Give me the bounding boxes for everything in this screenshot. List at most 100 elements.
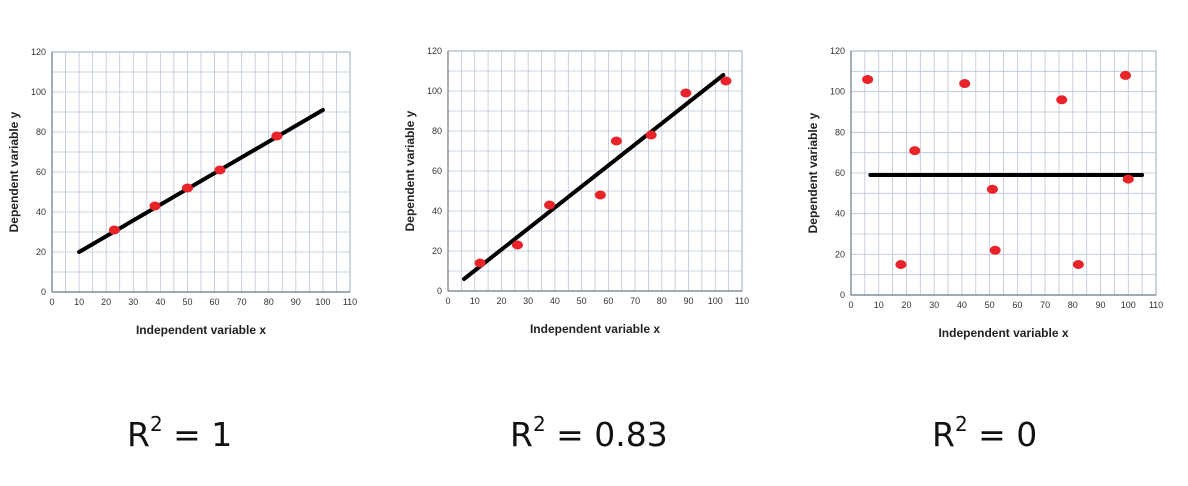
x-tick-label: 20 — [101, 297, 111, 307]
y-tick-label: 20 — [432, 246, 442, 256]
y-tick-label: 120 — [830, 46, 845, 56]
y-axis-label: Dependent variable y — [806, 112, 820, 233]
x-tick-label: 40 — [550, 296, 560, 306]
x-tick-label: 30 — [128, 297, 138, 307]
grid — [52, 52, 350, 292]
y-tick-label: 0 — [41, 287, 46, 297]
r2-symbol: R — [932, 415, 955, 454]
x-tick-label: 90 — [291, 297, 301, 307]
y-tick-label: 60 — [835, 168, 845, 178]
y-tick-label: 60 — [432, 166, 442, 176]
x-tick-label: 20 — [496, 296, 506, 306]
r2-value: = 0 — [978, 415, 1038, 454]
y-tick-label: 100 — [31, 87, 46, 97]
x-tick-label: 80 — [264, 297, 274, 307]
data-point — [895, 260, 907, 269]
x-tick-label: 100 — [708, 296, 723, 306]
scatter-chart-1: 0 10 20 30 40 50 60 70 80 90 100 110 0 20 40 60 80 100 120… — [7, 47, 357, 337]
x-tick-label: 70 — [630, 296, 640, 306]
data-point — [986, 184, 998, 194]
y-tick-label: 0 — [840, 290, 845, 300]
x-tick-label: 30 — [929, 300, 939, 310]
x-axis-label: Independent variable x — [530, 322, 660, 336]
x-tick-label: 100 — [1121, 300, 1136, 310]
data-point — [959, 79, 971, 89]
data-point — [862, 74, 874, 84]
data-point — [594, 190, 606, 200]
grid — [851, 51, 1156, 295]
grid — [448, 51, 742, 291]
y-tick-label: 60 — [36, 167, 46, 177]
x-tick-label: 80 — [1068, 300, 1078, 310]
y-tick-label: 80 — [835, 127, 845, 137]
x-tick-label: 10 — [470, 296, 480, 306]
x-tick-label: 90 — [684, 296, 694, 306]
regression-line — [462, 73, 726, 281]
x-tick-label: 80 — [657, 296, 667, 306]
data-point — [610, 136, 622, 146]
data-point — [149, 201, 161, 211]
x-tick-label: 70 — [1040, 300, 1050, 310]
r2-value: = 0.83 — [556, 415, 668, 454]
y-tick-label: 100 — [427, 86, 442, 96]
data-point — [271, 131, 283, 141]
y-tick-label: 120 — [427, 46, 442, 56]
x-tick-label: 60 — [1012, 300, 1022, 310]
data-point — [989, 245, 1001, 255]
y-tick-label: 40 — [36, 207, 46, 217]
y-tick-label: 40 — [835, 209, 845, 219]
chart-panel-3: 0 10 20 30 40 50 60 70 80 90 100 110 0 20 40 60 80 100 120… — [792, 0, 1188, 486]
x-tick-label: 0 — [49, 297, 54, 307]
r2-symbol: R — [127, 415, 150, 454]
x-tick-label: 10 — [874, 300, 884, 310]
x-tick-label: 50 — [182, 297, 192, 307]
x-tick-label: 50 — [985, 300, 995, 310]
x-tick-label: 0 — [445, 296, 450, 306]
x-tick-label: 110 — [1149, 300, 1163, 310]
y-tick-label: 20 — [835, 249, 845, 259]
x-tick-label: 40 — [155, 297, 165, 307]
data-point — [680, 88, 692, 98]
y-tick-label: 80 — [432, 126, 442, 136]
x-tick-label: 60 — [210, 297, 220, 307]
x-tick-label: 100 — [315, 297, 330, 307]
data-point — [645, 130, 657, 140]
x-tick-label: 60 — [603, 296, 613, 306]
r-squared-label-2: R2 = 0.83 — [510, 412, 668, 454]
data-point — [1122, 174, 1134, 184]
data-point — [909, 146, 921, 156]
scatter-chart-2: 0 10 20 30 40 50 60 70 80 90 100 110 0 20 40 60 80 100 120… — [403, 46, 749, 336]
y-tick-label: 40 — [432, 206, 442, 216]
x-tick-label: 110 — [343, 297, 357, 307]
r2-exponent: 2 — [954, 412, 968, 436]
r2-symbol: R — [510, 415, 533, 454]
x-axis-label: Independent variable x — [938, 326, 1068, 340]
r2-exponent: 2 — [532, 412, 546, 436]
r2-value: = 1 — [173, 415, 233, 454]
data-point — [474, 258, 486, 268]
data-point — [1072, 260, 1084, 269]
x-axis-label: Independent variable x — [136, 323, 266, 337]
x-tick-label: 10 — [74, 297, 84, 307]
data-point — [1056, 95, 1068, 105]
scatter-chart-3: 0 10 20 30 40 50 60 70 80 90 100 110 0 20 40 60 80 100 120… — [806, 46, 1163, 340]
y-tick-label: 80 — [36, 127, 46, 137]
x-tick-label: 50 — [577, 296, 587, 306]
y-axis-label: Dependent variable y — [403, 110, 417, 231]
chart-panel-1: 0 10 20 30 40 50 60 70 80 90 100 110 0 20 40 60 80 100 120… — [0, 0, 396, 486]
chart-panel-2: 0 10 20 30 40 50 60 70 80 90 100 110 0 20 40 60 80 100 120… — [396, 0, 792, 486]
x-tick-label: 30 — [523, 296, 533, 306]
data-point — [181, 183, 193, 193]
y-tick-label: 0 — [437, 286, 442, 296]
data-point — [544, 200, 556, 210]
data-point — [214, 165, 226, 175]
data-point — [108, 225, 120, 235]
y-tick-label: 20 — [36, 247, 46, 257]
r2-exponent: 2 — [149, 412, 163, 436]
y-axis-label: Dependent variable y — [7, 111, 21, 232]
data-point — [511, 240, 523, 250]
y-tick-label: 100 — [830, 87, 845, 97]
x-tick-label: 20 — [901, 300, 911, 310]
data-point — [1120, 70, 1131, 80]
